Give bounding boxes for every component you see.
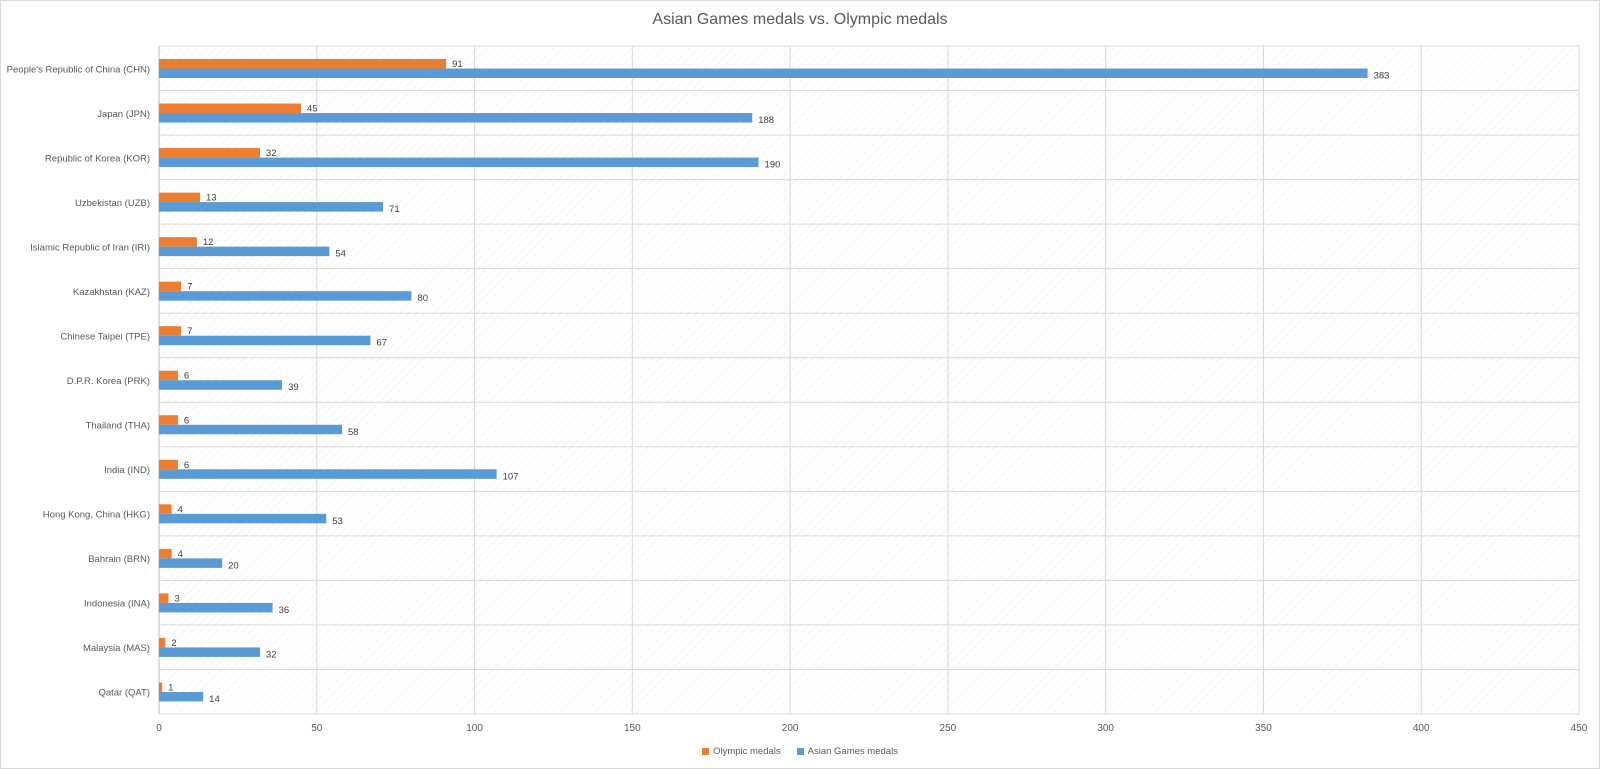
x-tick-label: 100 (466, 723, 483, 734)
bar-olympic (159, 59, 447, 69)
bar-asian-games (159, 691, 204, 702)
data-label-asian-games: 32 (266, 649, 277, 660)
data-label-asian-games: 80 (417, 293, 428, 304)
data-label-asian-games: 383 (1374, 71, 1390, 82)
data-label-asian-games: 14 (209, 694, 220, 705)
y-category-label: D.P.R. Korea (PRK) (67, 376, 150, 387)
bar-olympic (159, 326, 182, 336)
bar-asian-games (159, 380, 283, 390)
legend-item-asian-games: Asian Games medals (796, 746, 898, 757)
plot-area (159, 46, 1579, 714)
data-label-asian-games: 20 (228, 560, 239, 571)
bar-asian-games (159, 558, 223, 568)
data-label-asian-games: 188 (758, 115, 774, 126)
bar-olympic (159, 281, 182, 292)
data-label-asian-games: 107 (503, 471, 519, 482)
data-label-asian-games: 53 (332, 516, 343, 527)
data-label-olympic: 4 (178, 504, 183, 515)
x-tick-label: 350 (1255, 723, 1272, 734)
legend-swatch-olympic (702, 748, 710, 755)
x-tick-label: 300 (1097, 723, 1114, 734)
bar-asian-games (159, 157, 759, 168)
y-category-label: Indonesia (INA) (84, 599, 150, 610)
bar-olympic (159, 103, 301, 114)
data-label-asian-games: 58 (348, 427, 359, 438)
bar-olympic (159, 148, 260, 158)
bar-olympic (159, 593, 169, 603)
bar-asian-games (159, 424, 343, 435)
data-label-olympic: 4 (178, 549, 183, 560)
bar-asian-games (159, 202, 384, 212)
y-category-label: Qatar (QAT) (98, 688, 150, 699)
data-label-olympic: 91 (452, 59, 463, 70)
data-label-asian-games: 71 (389, 204, 400, 215)
x-tick-label: 450 (1571, 723, 1588, 734)
y-category-label: India (IND) (104, 465, 150, 476)
data-label-asian-games: 67 (376, 338, 387, 349)
bar-asian-games (159, 602, 273, 613)
legend-swatch-asian-games (796, 748, 804, 755)
data-label-asian-games: 39 (288, 382, 299, 393)
bar-olympic (159, 459, 178, 470)
data-label-asian-games: 190 (765, 160, 781, 171)
data-label-olympic: 7 (187, 282, 192, 293)
data-label-olympic: 1 (168, 682, 173, 693)
legend-label-asian-games: Asian Games medals (807, 746, 898, 757)
data-label-olympic: 12 (203, 237, 214, 248)
bar-asian-games (159, 647, 260, 657)
y-category-label: Hong Kong, China (HKG) (43, 510, 150, 521)
data-label-asian-games: 54 (335, 249, 346, 260)
y-category-label: Bahrain (BRN) (88, 554, 150, 565)
bar-asian-games (159, 335, 371, 346)
bar-olympic (159, 637, 166, 648)
bar-asian-games (159, 113, 753, 123)
y-category-label: Malaysia (MAS) (83, 643, 150, 654)
bar-olympic (159, 548, 172, 559)
x-tick-label: 400 (1413, 723, 1430, 734)
data-label-olympic: 6 (184, 460, 189, 471)
bar-olympic (159, 370, 178, 381)
bar-olympic (159, 415, 178, 425)
legend-item-olympic: Olympic medals (702, 746, 781, 757)
y-category-label: Republic of Korea (KOR) (45, 153, 150, 164)
x-tick-label: 50 (311, 723, 323, 734)
data-label-asian-games: 36 (279, 605, 290, 616)
chart-legend: Olympic medals Asian Games medals (0, 746, 1600, 757)
y-category-label: Chinese Taipei (TPE) (60, 331, 150, 342)
y-category-label: Kazakhstan (KAZ) (73, 287, 150, 298)
chart-title: Asian Games medals vs. Olympic medals (652, 11, 948, 28)
y-category-label: Uzbekistan (UZB) (75, 198, 150, 209)
y-category-label: Japan (JPN) (97, 109, 150, 120)
data-label-olympic: 32 (266, 148, 277, 159)
y-category-label: Thailand (THA) (86, 421, 150, 432)
data-label-olympic: 45 (307, 104, 318, 115)
bar-asian-games (159, 246, 330, 257)
data-label-olympic: 2 (171, 638, 176, 649)
bar-olympic (159, 192, 201, 203)
bar-olympic (159, 504, 172, 514)
bar-asian-games (159, 68, 1368, 78)
bar-asian-games (159, 513, 327, 524)
bar-olympic (159, 237, 197, 247)
x-tick-label: 0 (156, 723, 162, 734)
data-label-olympic: 6 (184, 415, 189, 426)
y-category-label: Islamic Republic of Iran (IRI) (30, 242, 150, 253)
y-category-label: People's Republic of China (CHN) (7, 64, 150, 75)
x-tick-label: 200 (782, 723, 799, 734)
bar-asian-games (159, 291, 412, 301)
bar-olympic (159, 682, 163, 692)
x-tick-label: 150 (624, 723, 641, 734)
data-label-olympic: 7 (187, 326, 192, 337)
legend-label-olympic: Olympic medals (713, 746, 781, 757)
data-label-olympic: 13 (206, 193, 217, 204)
data-label-olympic: 6 (184, 371, 189, 382)
x-tick-label: 250 (940, 723, 957, 734)
bar-asian-games (159, 469, 497, 479)
data-label-olympic: 3 (174, 593, 179, 604)
